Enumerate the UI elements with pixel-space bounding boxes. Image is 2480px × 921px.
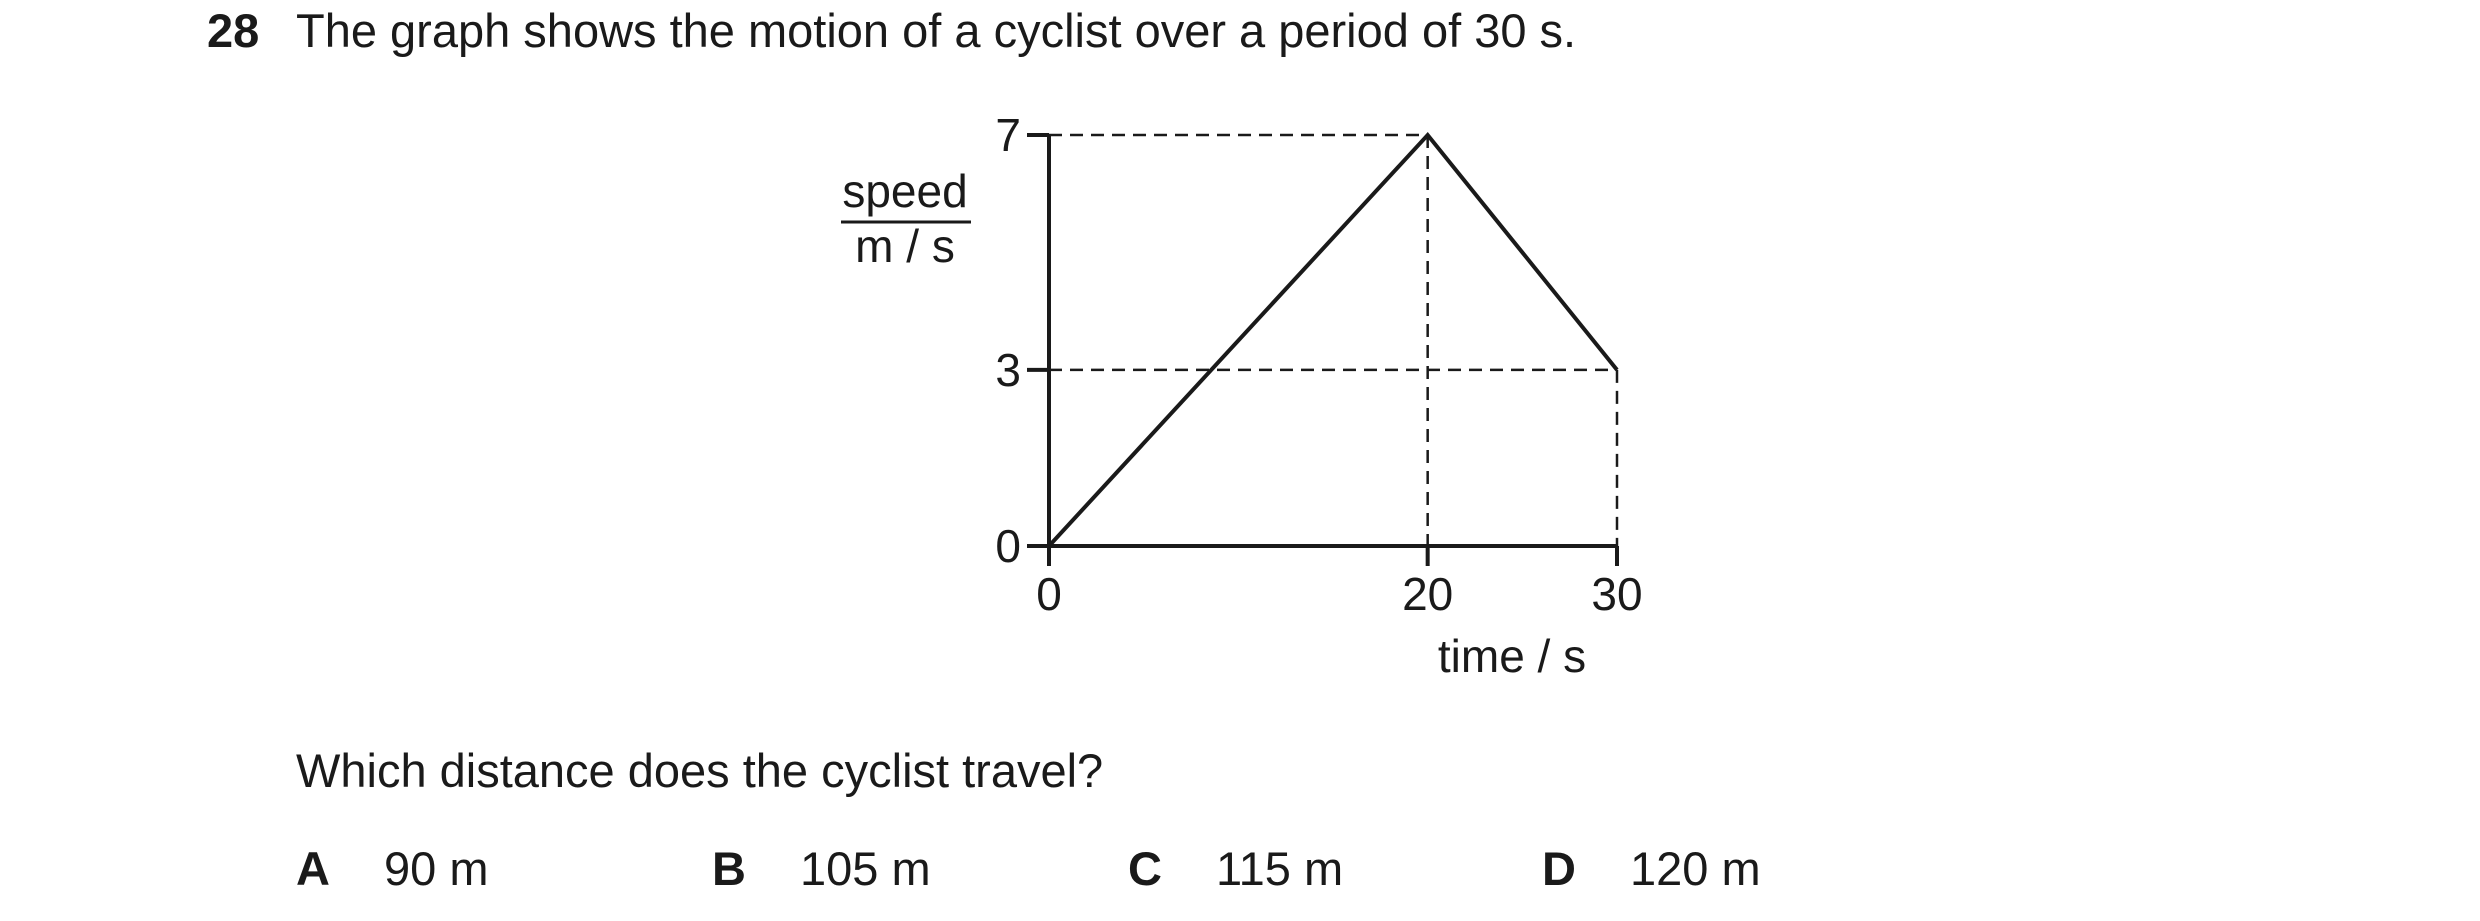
question-number: 28 [207, 4, 260, 57]
option-d-value[interactable]: 120 m [1630, 842, 1761, 895]
x-axis-label: time / s [1438, 630, 1586, 682]
option-c-value[interactable]: 115 m [1216, 842, 1344, 895]
x-tick-label: 30 [1591, 568, 1642, 620]
x-tick-label: 20 [1402, 568, 1453, 620]
option-b-value[interactable]: 105 m [800, 842, 931, 895]
y-tick-label: 7 [995, 109, 1021, 161]
series-line [1047, 131, 1619, 548]
option-b-letter[interactable]: B [712, 842, 746, 895]
x-tick-label: 0 [1036, 568, 1062, 620]
y-tick-label: 3 [995, 344, 1021, 396]
question-text: The graph shows the motion of a cyclist … [296, 4, 1577, 57]
option-d-letter[interactable]: D [1542, 842, 1576, 895]
y-axis-label-bottom: m / s [855, 220, 955, 272]
question-prompt: Which distance does the cyclist travel? [296, 744, 1104, 797]
y-tick-label: 0 [995, 520, 1021, 572]
option-a-value[interactable]: 90 m [384, 842, 489, 895]
y-axis-label-top: speed [842, 165, 967, 217]
option-c-letter[interactable]: C [1128, 842, 1162, 895]
option-a-letter[interactable]: A [296, 842, 330, 895]
